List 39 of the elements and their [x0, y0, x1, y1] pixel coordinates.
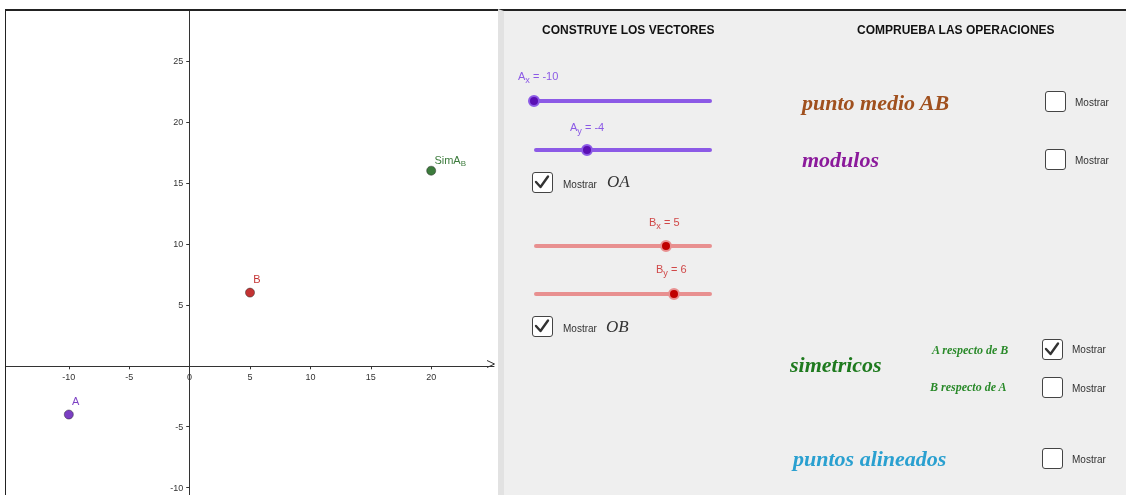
text: OB⃗ — [606, 317, 642, 337]
point — [426, 165, 436, 176]
point — [64, 409, 74, 420]
text: simetricos — [790, 352, 882, 378]
text: Mostrar — [563, 178, 597, 190]
x-tick-label: -5 — [125, 371, 134, 382]
y-tick-label: -5 — [175, 421, 184, 432]
text: punto medio AB — [802, 90, 950, 116]
text: Mostrar — [1075, 154, 1109, 166]
y-tick-label: 10 — [173, 238, 184, 249]
y-tick-label: -10 — [170, 482, 184, 493]
text: B$_{y}$ = 6 — [656, 262, 687, 278]
text: A$_{x}$ = -10 — [518, 69, 559, 85]
text: modulos — [802, 147, 880, 173]
x-tick-label: 20 — [426, 371, 437, 382]
y-tick-label: 25 — [173, 55, 184, 66]
text: OA⃗ — [607, 172, 643, 192]
x-tick-label: -10 — [62, 371, 76, 382]
text: Mostrar — [1072, 343, 1106, 355]
text: Mostrar — [1072, 453, 1106, 465]
y-tick-label: 20 — [173, 116, 184, 127]
series-label: B — [253, 273, 261, 286]
text: A$_{y}$ = -4 — [570, 120, 605, 136]
text: A respecto de B — [932, 342, 1009, 358]
text: COMPRUEBA LAS OPERACIONES — [857, 23, 1055, 37]
point — [245, 287, 255, 298]
x-tick-label: 10 — [305, 371, 316, 382]
text: B$_{x}$ = 5 — [649, 215, 680, 231]
y-tick-label: 5 — [178, 299, 184, 310]
x-tick-label: 15 — [365, 371, 376, 382]
series-label: A — [72, 395, 81, 408]
text: Mostrar — [563, 322, 597, 334]
x-tick-label: 5 — [247, 371, 253, 382]
text: Mostrar — [1072, 382, 1106, 394]
text: B respecto de A — [930, 379, 1007, 395]
y-tick-label: 15 — [173, 177, 184, 188]
text: CONSTRUYE LOS VECTORES — [542, 23, 715, 37]
text: puntos alineados — [793, 446, 947, 472]
text: Mostrar — [1075, 96, 1109, 108]
